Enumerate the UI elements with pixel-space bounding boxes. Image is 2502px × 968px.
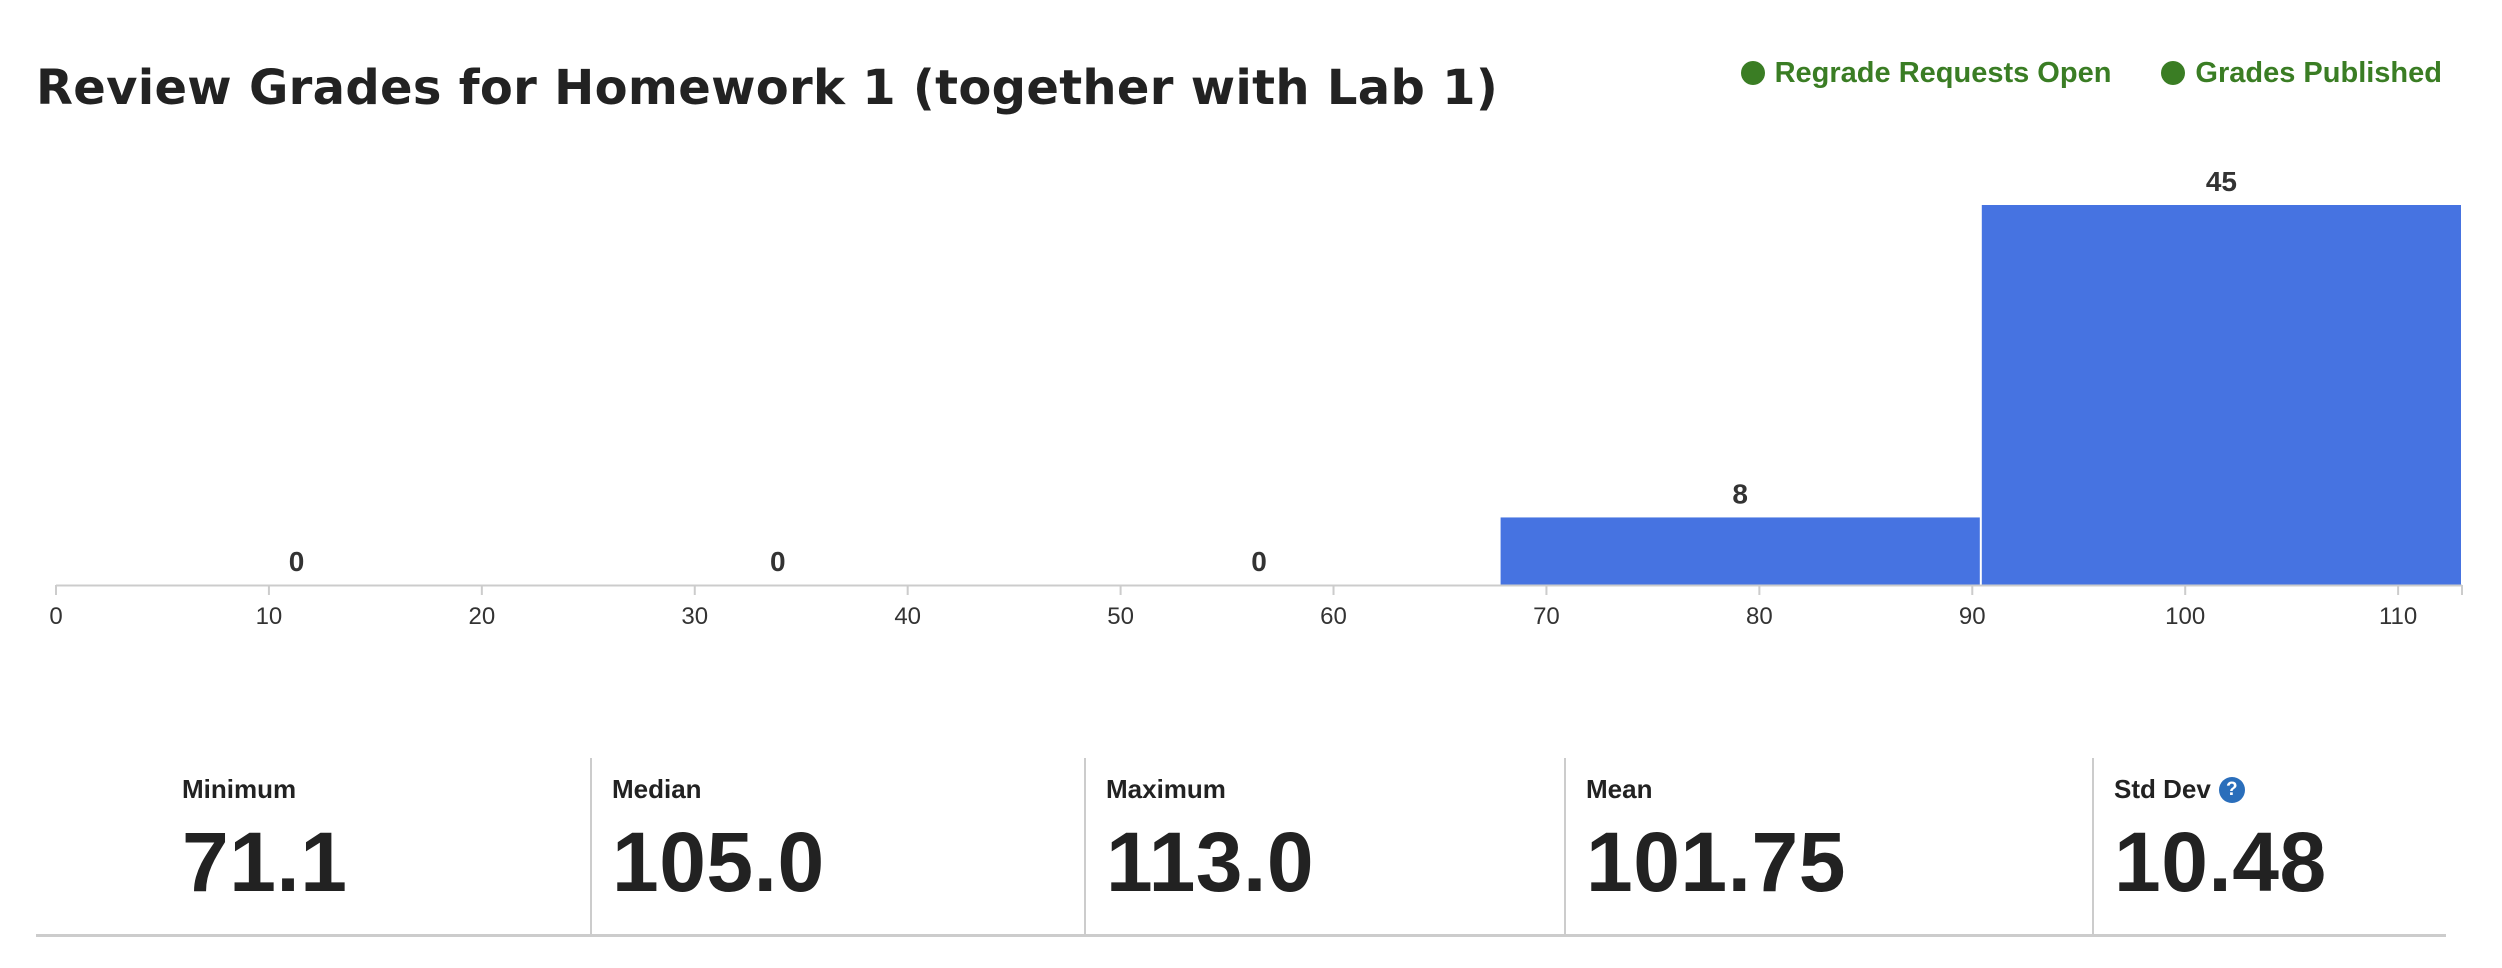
status-dot-icon [1740, 61, 1765, 85]
page-title: Review Grades for Homework 1 (together w… [36, 60, 1499, 116]
stat-value-minimum: 71.1 [182, 815, 348, 909]
x-tick-label-30: 30 [681, 603, 708, 630]
stat-std-dev: Std Dev ? 10.48 [2092, 758, 2446, 934]
bar-value-label-1: 0 [770, 546, 786, 577]
bar-value-label-0: 0 [289, 546, 305, 577]
status-group: Regrade Requests Open Grades Published [1740, 48, 2442, 98]
stat-label-median: Median [612, 774, 702, 804]
stat-value-maximum: 113.0 [1106, 815, 1315, 909]
x-tick-label-10: 10 [256, 603, 283, 630]
grades-published-status: Grades Published [2161, 57, 2442, 90]
stat-label-std-dev-text: Std Dev [2114, 774, 2211, 804]
histogram-bar-3 [1500, 517, 1980, 585]
x-tick-label-70: 70 [1533, 603, 1560, 630]
x-tick-label-0: 0 [49, 603, 62, 630]
stat-value-mean: 101.75 [1586, 815, 1846, 909]
x-tick-label-50: 50 [1107, 603, 1134, 630]
x-tick-label-60: 60 [1320, 603, 1347, 630]
stat-label-std-dev: Std Dev ? [2114, 774, 2245, 805]
regrade-requests-label: Regrade Requests Open [1774, 56, 2112, 89]
x-tick-label-80: 80 [1746, 603, 1773, 630]
stats-row: Minimum 71.1 Median 105.0 Maximum 113.0 … [36, 758, 2446, 937]
question-circle-icon[interactable]: ? [2218, 776, 2245, 803]
stat-label-mean: Mean [1586, 774, 1653, 804]
x-tick-label-40: 40 [894, 603, 921, 630]
x-tick-label-110: 110 [2379, 603, 2417, 630]
regrade-requests-status: Regrade Requests Open [1740, 56, 2112, 90]
stat-maximum: Maximum 113.0 [1084, 758, 1564, 934]
stat-label-maximum: Maximum [1106, 774, 1226, 804]
x-tick-label-20: 20 [468, 603, 495, 630]
stat-minimum: Minimum 71.1 [36, 758, 590, 934]
grades-published-label: Grades Published [2195, 56, 2442, 89]
bar-value-label-4: 45 [2206, 166, 2237, 197]
stat-value-median: 105.0 [612, 815, 825, 909]
stat-label-minimum: Minimum [182, 774, 297, 804]
status-dot-icon [2161, 61, 2186, 85]
x-tick-label-100: 100 [2165, 603, 2205, 630]
bar-value-label-3: 8 [1732, 478, 1748, 509]
stat-mean: Mean 101.75 [1564, 758, 2092, 934]
histogram-bar-4 [1981, 205, 2461, 585]
stat-value-std-dev: 10.48 [2114, 815, 2327, 909]
x-tick-label-90: 90 [1959, 603, 1986, 630]
bar-value-label-2: 0 [1251, 546, 1267, 577]
stat-median: Median 105.0 [590, 758, 1084, 934]
